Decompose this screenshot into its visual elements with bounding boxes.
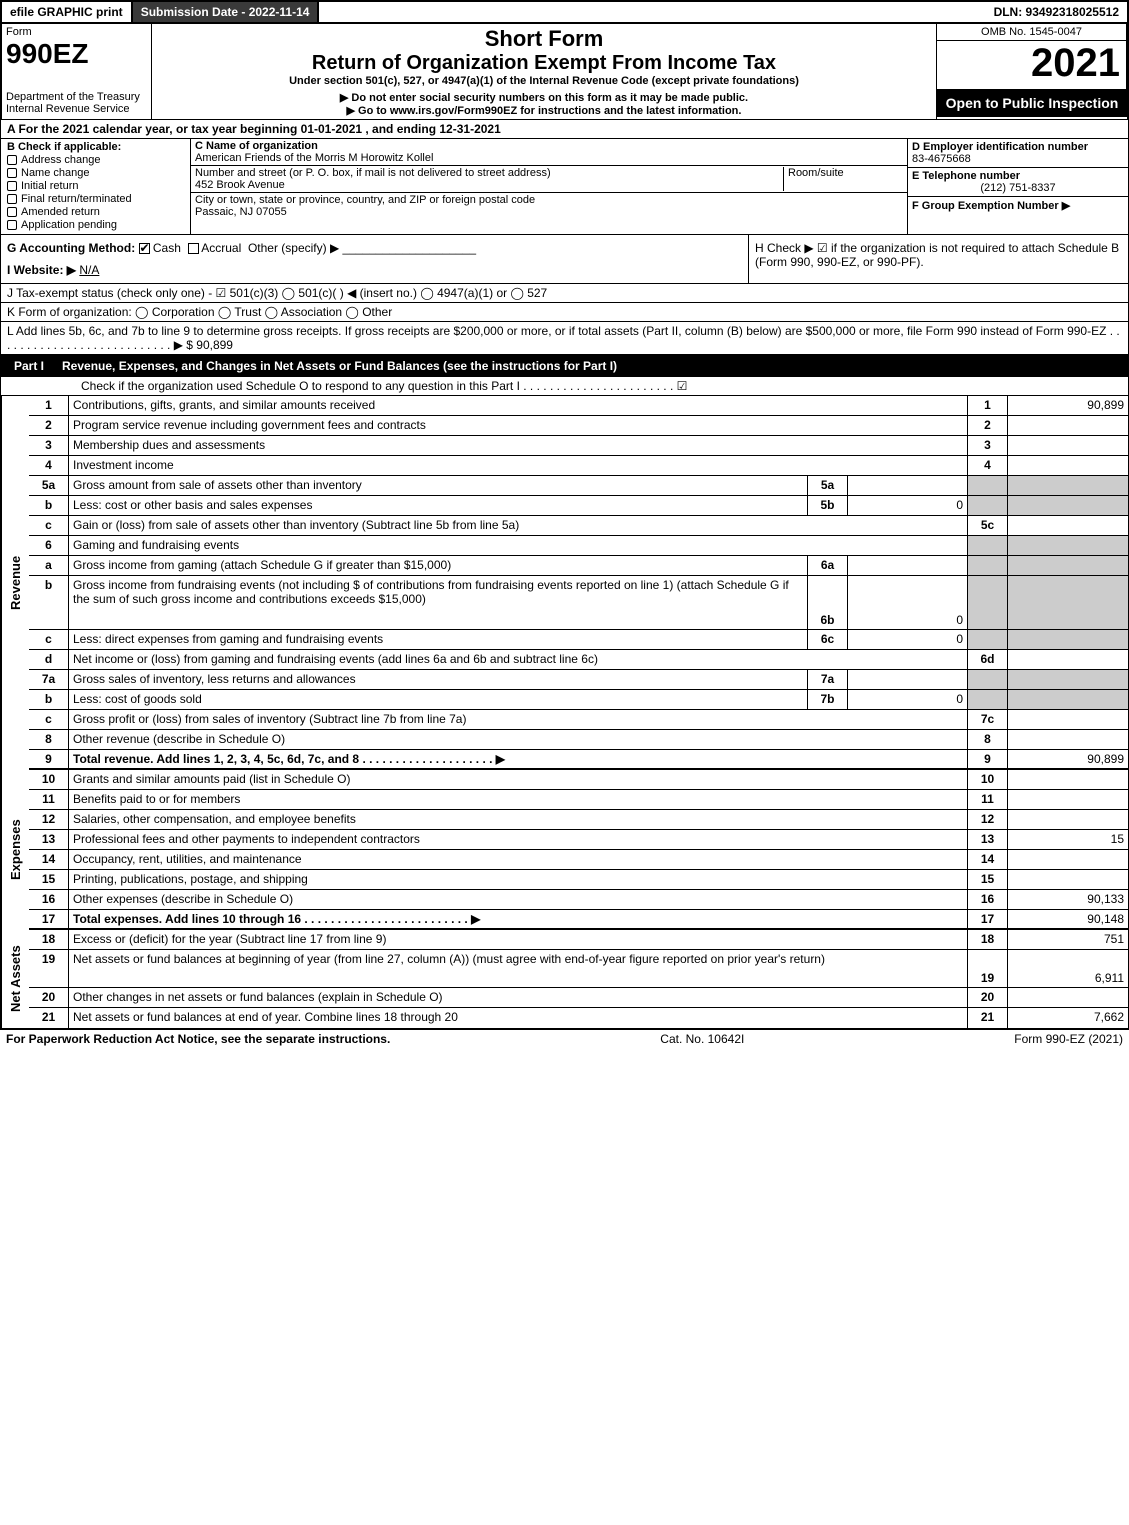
side-expenses: Expenses	[1, 770, 29, 930]
part1-table: Revenue 1 Contributions, gifts, grants, …	[0, 396, 1129, 1029]
section-b-label: B Check if applicable:	[7, 141, 184, 153]
city-state-zip: Passaic, NJ 07055	[195, 206, 287, 218]
g-label: G Accounting Method:	[7, 241, 135, 255]
row-1-value: 90,899	[1008, 396, 1128, 415]
total-revenue: 90,899	[1008, 750, 1128, 768]
row-1-desc: Contributions, gifts, grants, and simila…	[69, 396, 968, 415]
tax-year: 2021	[937, 41, 1126, 86]
street: 452 Brook Avenue	[195, 179, 285, 191]
ssn-warning: ▶ Do not enter social security numbers o…	[156, 91, 932, 104]
form-word: Form	[6, 26, 147, 38]
chk-application-pending[interactable]: Application pending	[7, 219, 184, 231]
side-netassets: Net Assets	[1, 930, 29, 1028]
e-phone: (212) 751-8337	[912, 182, 1124, 194]
footer-left: For Paperwork Reduction Act Notice, see …	[6, 1032, 390, 1046]
g-cash-check[interactable]	[139, 243, 150, 254]
part1-header: Part I Revenue, Expenses, and Changes in…	[0, 355, 1129, 377]
side-revenue: Revenue	[1, 396, 29, 770]
section-k: K Form of organization: ◯ Corporation ◯ …	[0, 303, 1129, 322]
dept-treasury: Department of the Treasury Internal Reve…	[2, 89, 152, 120]
section-l: L Add lines 5b, 6c, and 7b to line 9 to …	[0, 322, 1129, 355]
e-phone-label: E Telephone number	[912, 170, 1020, 182]
page-footer: For Paperwork Reduction Act Notice, see …	[0, 1029, 1129, 1048]
part1-title: Revenue, Expenses, and Changes in Net As…	[62, 359, 617, 373]
i-website-label: I Website: ▶	[7, 263, 76, 277]
d-ein: 83-4675668	[912, 153, 971, 165]
subtitle: Under section 501(c), 527, or 4947(a)(1)…	[156, 75, 932, 87]
chk-final-return[interactable]: Final return/terminated	[7, 193, 184, 205]
title-main: Return of Organization Exempt From Incom…	[156, 52, 932, 75]
street-label: Number and street (or P. O. box, if mail…	[195, 167, 551, 179]
total-expenses: 90,148	[1008, 910, 1128, 928]
goto-link[interactable]: ▶ Go to www.irs.gov/Form990EZ for instru…	[156, 104, 932, 117]
form-number: 990EZ	[6, 38, 147, 70]
net-assets-eoy: 7,662	[1008, 1008, 1128, 1028]
d-ein-label: D Employer identification number	[912, 141, 1088, 153]
open-to-public: Open to Public Inspection	[937, 89, 1127, 117]
footer-catno: Cat. No. 10642I	[660, 1032, 744, 1046]
room-suite-label: Room/suite	[783, 167, 903, 191]
org-name: American Friends of the Morris M Horowit…	[195, 152, 433, 164]
section-ghi: G Accounting Method: Cash Accrual Other …	[0, 235, 1129, 284]
form-header: Form 990EZ Short Form Return of Organiza…	[0, 24, 1129, 120]
footer-formref: Form 990-EZ (2021)	[1014, 1032, 1123, 1046]
dln: DLN: 93492318025512	[986, 2, 1127, 22]
submission-date: Submission Date - 2022-11-14	[133, 2, 320, 22]
f-group-label: F Group Exemption Number ▶	[912, 200, 1070, 212]
city-label: City or town, state or province, country…	[195, 194, 535, 206]
section-bcdef: B Check if applicable: Address change Na…	[0, 139, 1129, 235]
section-h: H Check ▶ ☑ if the organization is not r…	[748, 235, 1128, 283]
efile-label: efile GRAPHIC print	[2, 2, 133, 22]
part1-check-line: Check if the organization used Schedule …	[0, 377, 1129, 396]
chk-address-change[interactable]: Address change	[7, 154, 184, 166]
chk-amended-return[interactable]: Amended return	[7, 206, 184, 218]
i-website: N/A	[79, 263, 99, 277]
top-bar: efile GRAPHIC print Submission Date - 20…	[0, 0, 1129, 24]
part1-label: Part I	[6, 358, 52, 374]
chk-initial-return[interactable]: Initial return	[7, 180, 184, 192]
c-name-label: C Name of organization	[195, 140, 318, 152]
section-j: J Tax-exempt status (check only one) - ☑…	[0, 284, 1129, 303]
g-accrual-check[interactable]	[188, 243, 199, 254]
omb-number: OMB No. 1545-0047	[937, 24, 1126, 41]
section-a: A For the 2021 calendar year, or tax yea…	[0, 120, 1129, 139]
chk-name-change[interactable]: Name change	[7, 167, 184, 179]
title-short: Short Form	[156, 26, 932, 52]
